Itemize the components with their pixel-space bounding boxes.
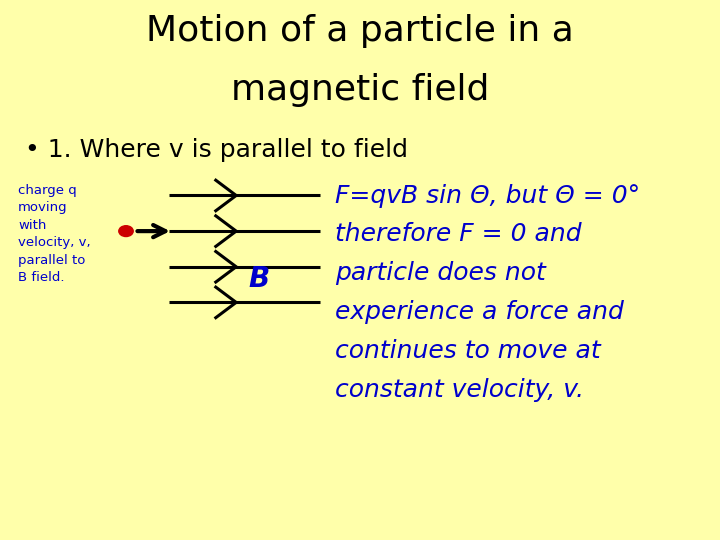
- Text: constant velocity, v.: constant velocity, v.: [335, 378, 584, 402]
- Text: continues to move at: continues to move at: [335, 339, 600, 363]
- Text: F=qvB sin Θ, but Θ = 0°: F=qvB sin Θ, but Θ = 0°: [335, 184, 640, 207]
- Text: particle does not: particle does not: [335, 261, 546, 285]
- Text: magnetic field: magnetic field: [231, 73, 489, 107]
- Text: charge q
moving
with
velocity, v,
parallel to
B field.: charge q moving with velocity, v, parall…: [18, 184, 91, 284]
- Text: therefore F = 0 and: therefore F = 0 and: [335, 222, 582, 246]
- Text: B: B: [248, 265, 270, 293]
- Text: • 1. Where v is parallel to field: • 1. Where v is parallel to field: [25, 138, 408, 161]
- Circle shape: [119, 226, 133, 237]
- Text: Motion of a particle in a: Motion of a particle in a: [146, 14, 574, 48]
- Text: experience a force and: experience a force and: [335, 300, 624, 324]
